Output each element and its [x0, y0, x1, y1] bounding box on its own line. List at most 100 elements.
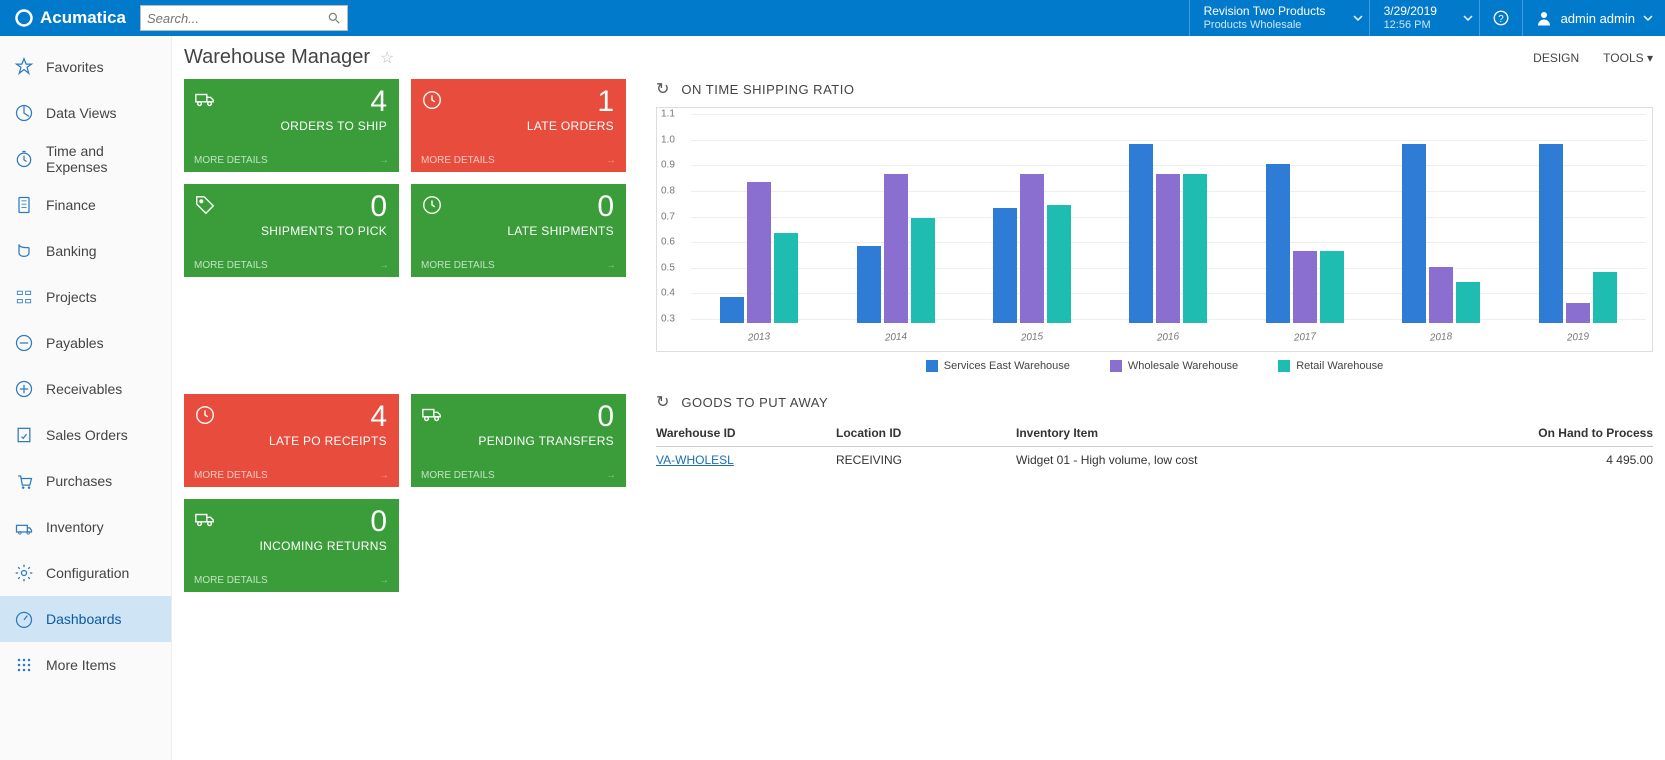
search-icon	[327, 11, 341, 25]
goods-title: GOODS TO PUT AWAY	[681, 395, 828, 410]
bar[interactable]	[1266, 164, 1290, 323]
bar-group: 2018	[1373, 114, 1509, 323]
sidebar-item-label: Projects	[46, 289, 97, 305]
chart-legend: Services East Warehouse Wholesale Warehou…	[656, 360, 1653, 372]
warehouse-link[interactable]: VA-WHOLESL	[656, 453, 734, 467]
bar[interactable]	[1320, 251, 1344, 323]
legend-label: Services East Warehouse	[944, 360, 1070, 372]
design-link[interactable]: DESIGN	[1533, 51, 1579, 65]
bar[interactable]	[1129, 144, 1153, 323]
search-input-wrap[interactable]	[140, 5, 348, 31]
bar[interactable]	[1183, 174, 1207, 323]
tile-label: INCOMING RETURNS	[196, 539, 387, 553]
tile-footer[interactable]: MORE DETAILS→	[411, 253, 626, 277]
kpi-tile[interactable]: 1LATE ORDERSMORE DETAILS→	[411, 79, 626, 172]
sidebar-item-banking[interactable]: Banking	[0, 228, 171, 274]
bar[interactable]	[857, 246, 881, 323]
help-icon: ?	[1492, 9, 1510, 27]
y-axis-label: 0.5	[661, 262, 675, 273]
tools-label: TOOLS	[1603, 51, 1643, 65]
bar[interactable]	[1047, 205, 1071, 323]
x-axis-label: 2017	[1293, 331, 1316, 344]
star-icon[interactable]: ☆	[380, 48, 394, 68]
right-column: ↻ ON TIME SHIPPING RATIO 0.30.40.50.60.7…	[656, 79, 1653, 604]
sidebar-item-time-expenses[interactable]: Time and Expenses	[0, 136, 171, 182]
cell-item: Widget 01 - High volume, low cost	[1016, 453, 1493, 467]
kpi-tile[interactable]: 4 LATE PO RECEIPTS MORE DETAILS→	[184, 394, 399, 487]
company-selector[interactable]: Revision Two Products Products Wholesale	[1189, 0, 1369, 36]
tile-value: 0	[196, 507, 387, 537]
tile-footer[interactable]: MORE DETAILS→	[411, 463, 626, 487]
tile-footer[interactable]: MORE DETAILS→	[184, 568, 399, 592]
bar[interactable]	[1456, 282, 1480, 323]
x-axis-label: 2015	[1021, 331, 1044, 344]
tiles-region: 4ORDERS TO SHIPMORE DETAILS→1LATE ORDERS…	[184, 79, 638, 604]
bar[interactable]	[1593, 272, 1617, 323]
user-menu[interactable]: admin admin	[1522, 0, 1665, 36]
tile-label: LATE PO RECEIPTS	[196, 434, 387, 448]
business-time: 12:56 PM	[1384, 19, 1453, 32]
bar[interactable]	[774, 233, 798, 323]
topbar: Acumatica Revision Two Products Products…	[0, 0, 1665, 36]
col-inventory: Inventory Item	[1016, 426, 1493, 440]
bar-group: 2019	[1510, 114, 1646, 323]
sidebar-item-projects[interactable]: Projects	[0, 274, 171, 320]
finance-icon	[14, 195, 34, 215]
sidebar-item-inventory[interactable]: Inventory	[0, 504, 171, 550]
tile-value: 4	[196, 402, 387, 432]
search-input[interactable]	[147, 11, 327, 26]
legend-item[interactable]: Wholesale Warehouse	[1110, 360, 1238, 372]
refresh-icon[interactable]: ↻	[656, 392, 669, 412]
bar[interactable]	[884, 174, 908, 323]
bar[interactable]	[993, 208, 1017, 323]
sidebar-item-receivables[interactable]: Receivables	[0, 366, 171, 412]
sidebar-item-data-views[interactable]: Data Views	[0, 90, 171, 136]
bar[interactable]	[1539, 144, 1563, 323]
sidebar-item-more-items[interactable]: More Items	[0, 642, 171, 688]
bar[interactable]	[911, 218, 935, 323]
tile-footer[interactable]: MORE DETAILS→	[184, 463, 399, 487]
purchases-icon	[14, 471, 34, 491]
sidebar-item-favorites[interactable]: Favorites	[0, 44, 171, 90]
bar[interactable]	[1402, 144, 1426, 323]
kpi-tile[interactable]: 4ORDERS TO SHIPMORE DETAILS→	[184, 79, 399, 172]
kpi-tile[interactable]: 0 INCOMING RETURNS MORE DETAILS→	[184, 499, 399, 592]
sidebar-item-label: Dashboards	[46, 611, 122, 627]
sidebar-item-configuration[interactable]: Configuration	[0, 550, 171, 596]
bar[interactable]	[1566, 303, 1590, 324]
kpi-tile[interactable]: 0PENDING TRANSFERSMORE DETAILS→	[411, 394, 626, 487]
sidebar-item-label: Payables	[46, 335, 104, 351]
legend-item[interactable]: Retail Warehouse	[1278, 360, 1383, 372]
sidebar-item-payables[interactable]: Payables	[0, 320, 171, 366]
brand-logo[interactable]: Acumatica	[0, 0, 140, 36]
more-items-icon	[14, 655, 34, 675]
favorites-icon	[14, 57, 34, 77]
kpi-tile[interactable]: 0SHIPMENTS TO PICKMORE DETAILS→	[184, 184, 399, 277]
kpi-tile[interactable]: 0LATE SHIPMENTSMORE DETAILS→	[411, 184, 626, 277]
sidebar-item-dashboards[interactable]: Dashboards	[0, 596, 171, 642]
tools-link[interactable]: TOOLS ▾	[1603, 51, 1653, 65]
sidebar-item-label: Banking	[46, 243, 97, 259]
bar[interactable]	[747, 182, 771, 323]
sidebar-item-purchases[interactable]: Purchases	[0, 458, 171, 504]
datetime-selector[interactable]: 3/29/2019 12:56 PM	[1369, 0, 1479, 36]
bar[interactable]	[1293, 251, 1317, 323]
refresh-icon[interactable]: ↻	[656, 79, 669, 99]
tag-icon	[194, 194, 216, 221]
tile-footer[interactable]: MORE DETAILS→	[184, 148, 399, 172]
sidebar-item-finance[interactable]: Finance	[0, 182, 171, 228]
bar[interactable]	[720, 297, 744, 323]
bar[interactable]	[1020, 174, 1044, 323]
sidebar-item-label: Configuration	[46, 565, 129, 581]
legend-item[interactable]: Services East Warehouse	[926, 360, 1070, 372]
help-button[interactable]: ?	[1479, 0, 1522, 36]
tile-footer[interactable]: MORE DETAILS→	[184, 253, 399, 277]
bar[interactable]	[1156, 174, 1180, 323]
tile-footer[interactable]: MORE DETAILS→	[411, 148, 626, 172]
x-axis-label: 2016	[1157, 331, 1180, 344]
tile-value: 0	[196, 192, 387, 222]
clock-icon	[194, 404, 216, 431]
goods-rows: VA-WHOLESLRECEIVINGWidget 01 - High volu…	[656, 447, 1653, 473]
bar[interactable]	[1429, 267, 1453, 323]
sidebar-item-sales-orders[interactable]: Sales Orders	[0, 412, 171, 458]
